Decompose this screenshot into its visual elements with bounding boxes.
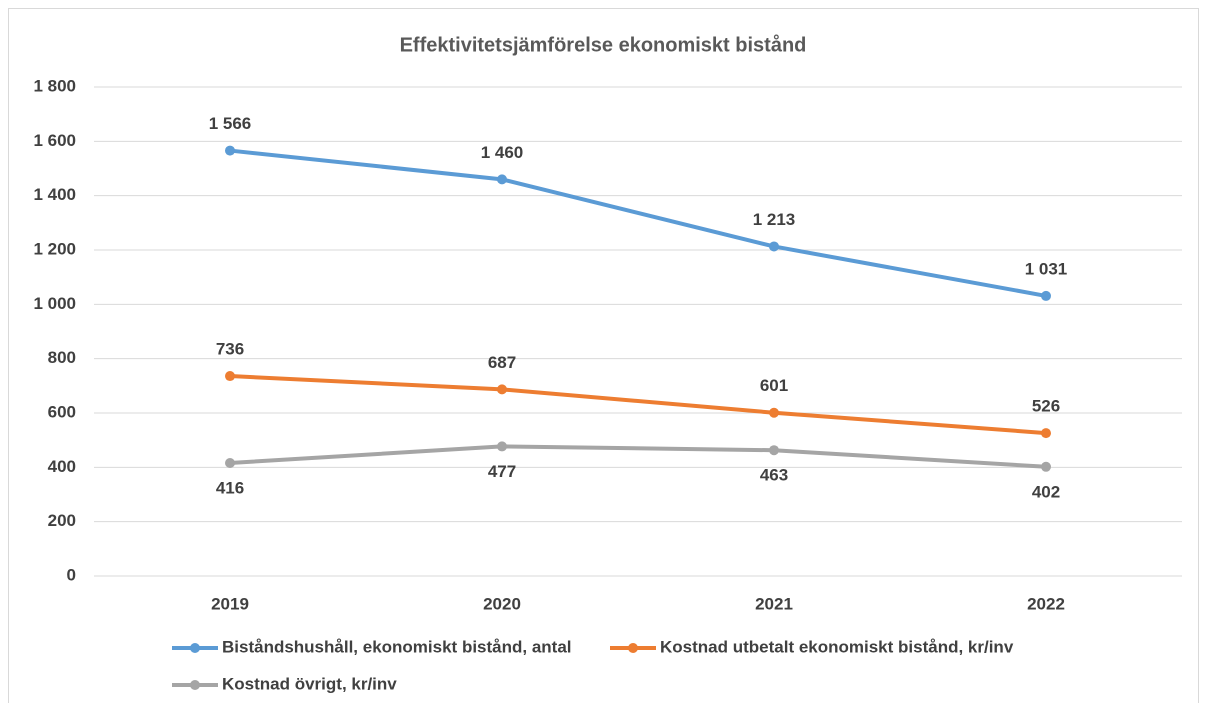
data-point [1041, 290, 1051, 301]
y-tick-label: 400 [48, 457, 76, 476]
x-tick-label: 2019 [211, 594, 249, 613]
data-label: 1 213 [753, 210, 796, 229]
data-point [769, 445, 779, 456]
data-point [225, 457, 235, 468]
legend-label: Biståndshushåll, ekonomiskt bistånd, ant… [222, 637, 572, 656]
y-tick-label: 800 [48, 348, 76, 367]
data-point [769, 241, 779, 252]
data-label: 601 [760, 376, 788, 395]
y-tick-label: 1 800 [33, 76, 76, 95]
data-label: 477 [488, 462, 516, 481]
data-label: 736 [216, 340, 244, 359]
data-point [1041, 428, 1051, 439]
series-line [229, 444, 1047, 469]
data-point [225, 371, 235, 382]
data-label: 402 [1032, 482, 1060, 501]
data-point [225, 145, 235, 156]
data-point [497, 441, 507, 452]
legend-label: Kostnad övrigt, kr/inv [222, 674, 397, 693]
data-point [497, 384, 507, 395]
data-label: 687 [488, 353, 516, 372]
data-point [497, 174, 507, 185]
legend-marker [190, 680, 200, 690]
data-label: 416 [216, 478, 244, 497]
data-label: 1 031 [1025, 259, 1068, 278]
chart-title: Effektivitetsjämförelse ekonomiskt bistå… [400, 33, 807, 56]
x-tick-label: 2020 [483, 594, 521, 613]
data-label: 1 460 [481, 143, 524, 162]
y-tick-label: 600 [48, 402, 76, 421]
y-tick-label: 0 [67, 565, 76, 584]
y-tick-label: 1 200 [33, 239, 76, 258]
data-point [1041, 461, 1051, 472]
y-tick-label: 1 600 [33, 131, 76, 150]
data-label: 526 [1032, 397, 1060, 416]
data-point [769, 407, 779, 418]
x-tick-label: 2022 [1027, 594, 1065, 613]
legend-label: Kostnad utbetalt ekonomiskt bistånd, kr/… [660, 637, 1014, 656]
y-tick-label: 1 400 [33, 185, 76, 204]
x-tick-label: 2021 [755, 594, 793, 613]
series-line [229, 148, 1047, 298]
legend-marker [190, 643, 200, 653]
y-tick-label: 200 [48, 511, 76, 530]
chart-border [8, 8, 1199, 703]
y-tick-label: 1 000 [33, 294, 76, 313]
data-label: 1 566 [209, 114, 252, 133]
legend-marker [628, 643, 638, 653]
data-label: 463 [760, 466, 788, 485]
series-line [229, 374, 1047, 436]
